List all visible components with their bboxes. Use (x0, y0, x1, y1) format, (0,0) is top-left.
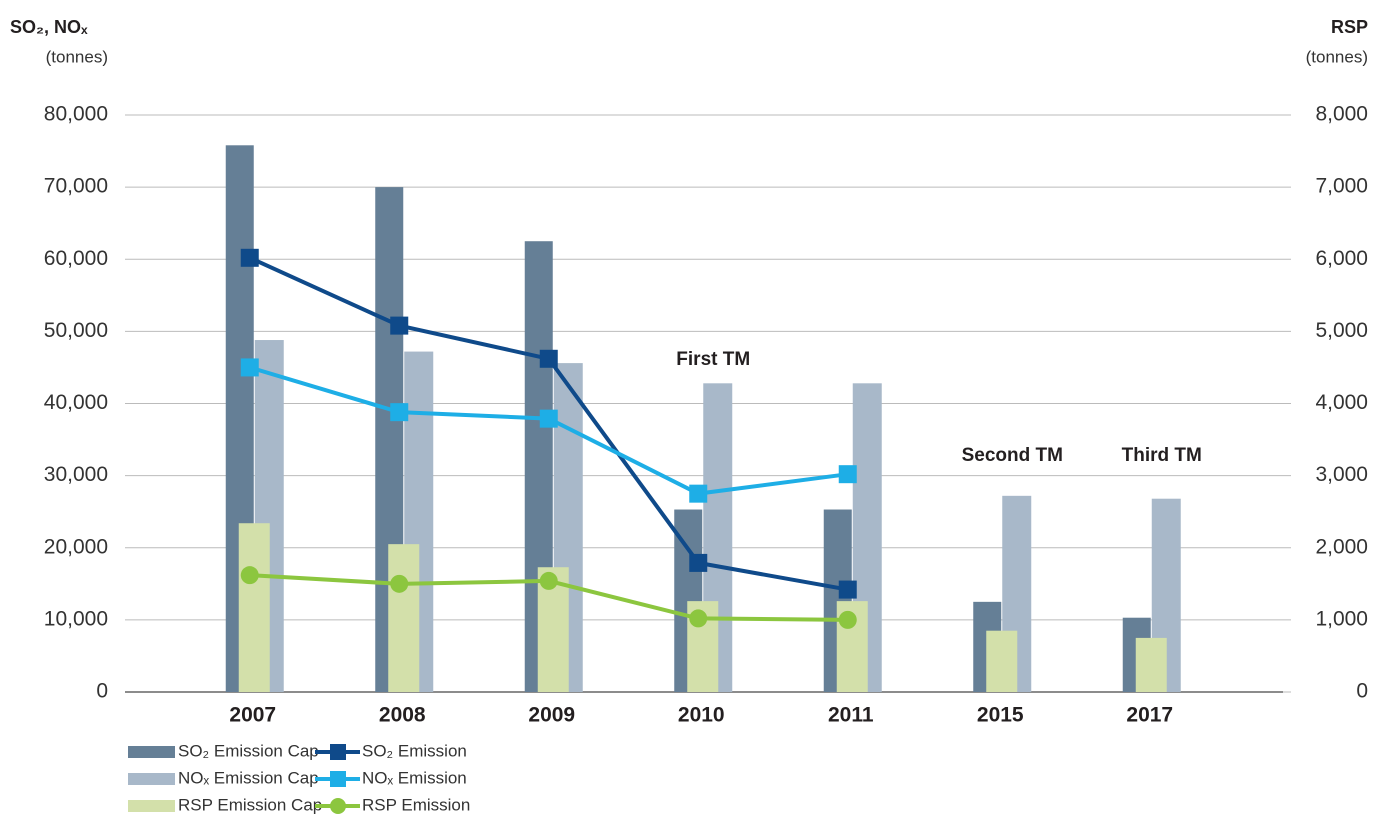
bar (388, 544, 420, 692)
marker (539, 409, 558, 428)
marker (689, 553, 708, 572)
annotation: Third TM (1122, 445, 1202, 466)
y2-tick-label: 6,000 (1315, 247, 1368, 270)
annotation: Second TM (962, 445, 1063, 466)
legend-marker (330, 798, 346, 814)
x-tick-label: 2011 (828, 704, 874, 727)
marker (390, 403, 409, 422)
marker (838, 465, 857, 484)
y-axis-unit: (tonnes) (46, 47, 108, 66)
marker (539, 571, 558, 590)
legend-marker (330, 744, 346, 760)
legend-label: NOₓ Emission Cap (178, 768, 319, 787)
bar (1135, 637, 1167, 692)
y-tick-label: 30,000 (44, 463, 108, 486)
legend-swatch (128, 800, 175, 812)
y-tick-label: 70,000 (44, 175, 108, 198)
y-tick-label: 80,000 (44, 103, 108, 126)
legend-swatch (128, 746, 175, 758)
legend-swatch (128, 773, 175, 785)
marker (838, 610, 857, 629)
y-tick-label: 40,000 (44, 391, 108, 414)
legend-label: RSP Emission Cap (178, 795, 322, 814)
x-tick-label: 2017 (1126, 704, 1173, 727)
legend-label: SO₂ Emission Cap (178, 741, 319, 760)
x-tick-label: 2015 (977, 704, 1024, 727)
y2-tick-label: 8,000 (1315, 103, 1368, 126)
y-tick-label: 0 (96, 680, 108, 703)
bar (238, 523, 270, 692)
marker (240, 358, 259, 377)
x-tick-label: 2008 (379, 704, 426, 727)
y2-tick-label: 3,000 (1315, 463, 1368, 486)
marker (539, 349, 558, 368)
y2-tick-label: 7,000 (1315, 175, 1368, 198)
annotation: First TM (676, 349, 750, 370)
y2-tick-label: 2,000 (1315, 535, 1368, 558)
y2-axis-title: RSP (1331, 17, 1368, 37)
legend-label: RSP Emission (362, 795, 470, 814)
legend-label: NOₓ Emission (362, 768, 467, 787)
y-axis-title: SO₂, NOₓ (10, 17, 88, 37)
y2-tick-label: 5,000 (1315, 319, 1368, 342)
y2-tick-label: 0 (1356, 680, 1368, 703)
y2-tick-label: 4,000 (1315, 391, 1368, 414)
x-tick-label: 2009 (528, 704, 575, 727)
marker (689, 609, 708, 628)
x-tick-label: 2010 (678, 704, 725, 727)
marker (390, 574, 409, 593)
x-tick-label: 2007 (229, 704, 276, 727)
legend-label: SO₂ Emission (362, 741, 467, 760)
marker (689, 484, 708, 503)
y-tick-label: 10,000 (44, 607, 108, 630)
marker (390, 316, 409, 335)
y-tick-label: 20,000 (44, 535, 108, 558)
marker (240, 566, 259, 585)
y2-axis-unit: (tonnes) (1306, 47, 1368, 66)
y-tick-label: 50,000 (44, 319, 108, 342)
bar (986, 630, 1018, 692)
y-tick-label: 60,000 (44, 247, 108, 270)
marker (240, 248, 259, 267)
legend-marker (330, 771, 346, 787)
marker (838, 580, 857, 599)
y2-tick-label: 1,000 (1315, 607, 1368, 630)
